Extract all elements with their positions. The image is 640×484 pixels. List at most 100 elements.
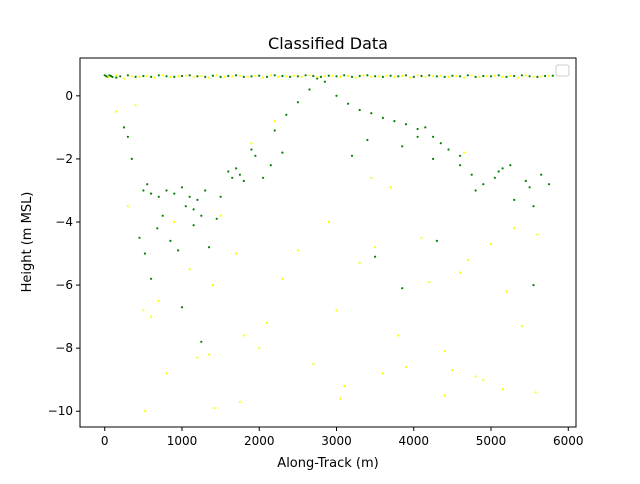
scatter-point-s0-81	[447, 148, 450, 151]
scatter-point-s0-98	[180, 186, 184, 189]
scatter-point-s0-102	[227, 170, 230, 173]
scatter-point-s0-35	[335, 75, 338, 78]
scatter-point-s0-56	[497, 74, 500, 77]
scatter-point-s0-80	[439, 142, 442, 145]
scatter-point-s0-57	[505, 75, 508, 78]
scatter-point-s0-109	[262, 176, 265, 179]
scatter-point-s0-42	[389, 74, 392, 77]
scatter-point-s0-21	[227, 74, 230, 78]
scatter-point-s1-110	[462, 151, 466, 154]
scatter-point-s0-6	[115, 76, 118, 79]
scatter-point-s1-64	[420, 236, 423, 239]
scatter-point-s0-103	[231, 176, 234, 179]
scatter-point-s0-121	[161, 214, 164, 217]
y-tick-label: −8	[55, 341, 73, 355]
scatter-point-s1-31	[347, 74, 350, 78]
scatter-point-s0-9	[134, 75, 137, 78]
scatter-point-s0-123	[177, 249, 180, 252]
scatter-point-s1-44	[447, 75, 450, 78]
scatter-point-s1-108	[370, 176, 373, 179]
scatter-point-s1-68	[211, 284, 214, 287]
scatter-point-s0-96	[165, 189, 168, 192]
scatter-point-s0-72	[358, 108, 361, 112]
scatter-point-s0-115	[200, 214, 203, 217]
scatter-point-s0-26	[265, 75, 269, 78]
scatter-point-s1-57	[547, 74, 551, 77]
scatter-point-s1-46	[462, 76, 466, 79]
scatter-point-s0-64	[273, 129, 276, 132]
scatter-point-s0-11	[150, 75, 153, 78]
y-axis-ticks: −10 −8 −6 −4 −2 0	[48, 89, 80, 418]
scatter-point-s0-104	[235, 167, 238, 170]
scatter-point-s1-76	[219, 214, 222, 217]
scatter-point-s1-54	[524, 74, 527, 77]
scatter-point-s0-99	[188, 195, 191, 198]
scatter-point-s0-135	[474, 189, 477, 192]
scatter-point-s0-87	[509, 164, 512, 167]
scatter-point-s0-86	[501, 167, 504, 170]
scatter-point-s0-55	[489, 75, 493, 78]
scatter-point-s1-18	[246, 75, 249, 78]
scatter-point-s0-124	[192, 224, 195, 227]
scatter-point-s0-19	[211, 74, 214, 77]
scatter-point-s0-129	[350, 154, 354, 157]
scatter-point-s1-96	[482, 378, 485, 381]
scatter-point-s1-35	[377, 75, 381, 78]
y-tick-label: −6	[55, 278, 73, 292]
scatter-point-s1-25	[300, 75, 303, 78]
scatter-point-s0-82	[459, 164, 462, 167]
scatter-point-s1-95	[451, 369, 454, 372]
scatter-point-s0-141	[374, 255, 377, 258]
scatter-point-s1-28	[323, 75, 326, 78]
scatter-point-s1-61	[281, 277, 284, 280]
scatter-point-s0-137	[513, 198, 516, 201]
scatter-point-s1-16	[231, 75, 234, 78]
scatter-point-s0-14	[173, 75, 176, 78]
scatter-point-s1-22	[277, 75, 280, 78]
scatter-point-s0-105	[238, 173, 241, 176]
scatter-point-s0-114	[192, 208, 195, 211]
scatter-point-s1-86	[381, 372, 384, 375]
scatter-point-s0-73	[370, 112, 373, 115]
scatter-point-s0-101	[204, 189, 207, 192]
scatter-point-s0-13	[165, 75, 168, 78]
scatter-point-s1-84	[242, 334, 245, 337]
scatter-point-s0-77	[416, 127, 419, 131]
scatter-point-s1-89	[520, 325, 524, 328]
scatter-point-s0-142	[401, 287, 404, 290]
scatter-point-s0-90	[540, 173, 543, 176]
scatter-point-s0-50	[451, 74, 454, 77]
scatter-point-s1-79	[428, 280, 431, 283]
scatter-point-s1-92	[258, 347, 261, 350]
scatter-point-s1-0	[107, 75, 110, 78]
scatter-point-s1-26	[308, 74, 311, 77]
scatter-point-s0-36	[343, 74, 346, 77]
scatter-point-s1-13	[207, 76, 211, 79]
scatter-point-s0-128	[281, 151, 284, 154]
scatter-point-s0-70	[335, 94, 338, 97]
y-tick-label: −2	[55, 152, 73, 166]
scatter-point-s1-14	[215, 74, 218, 77]
scatter-point-s1-34	[370, 75, 373, 78]
scatter-point-s1-88	[474, 375, 477, 378]
scatter-point-s1-72	[459, 271, 462, 274]
scatter-point-s0-116	[219, 195, 222, 198]
scatter-point-s0-0	[103, 74, 106, 77]
scatter-point-s1-53	[517, 76, 520, 79]
scatter-point-s0-27	[273, 74, 276, 77]
scatter-point-s0-95	[157, 195, 160, 198]
scatter-point-s0-12	[157, 74, 160, 77]
x-tick-label: 2000	[244, 434, 275, 448]
y-tick-label: 0	[65, 89, 73, 103]
scatter-point-s1-11	[192, 75, 195, 78]
scatter-point-s0-132	[416, 135, 419, 138]
y-axis-label: Height (m MSL)	[20, 192, 35, 293]
scatter-point-s1-100	[339, 397, 342, 400]
x-tick-label: 5000	[476, 434, 507, 448]
scatter-point-s1-39	[408, 76, 411, 79]
scatter-point-s0-138	[528, 186, 531, 189]
scatter-point-s0-71	[347, 102, 350, 105]
scatter-point-s0-41	[381, 75, 384, 78]
scatter-point-s1-8	[169, 75, 172, 78]
scatter-point-s0-53	[474, 75, 477, 78]
